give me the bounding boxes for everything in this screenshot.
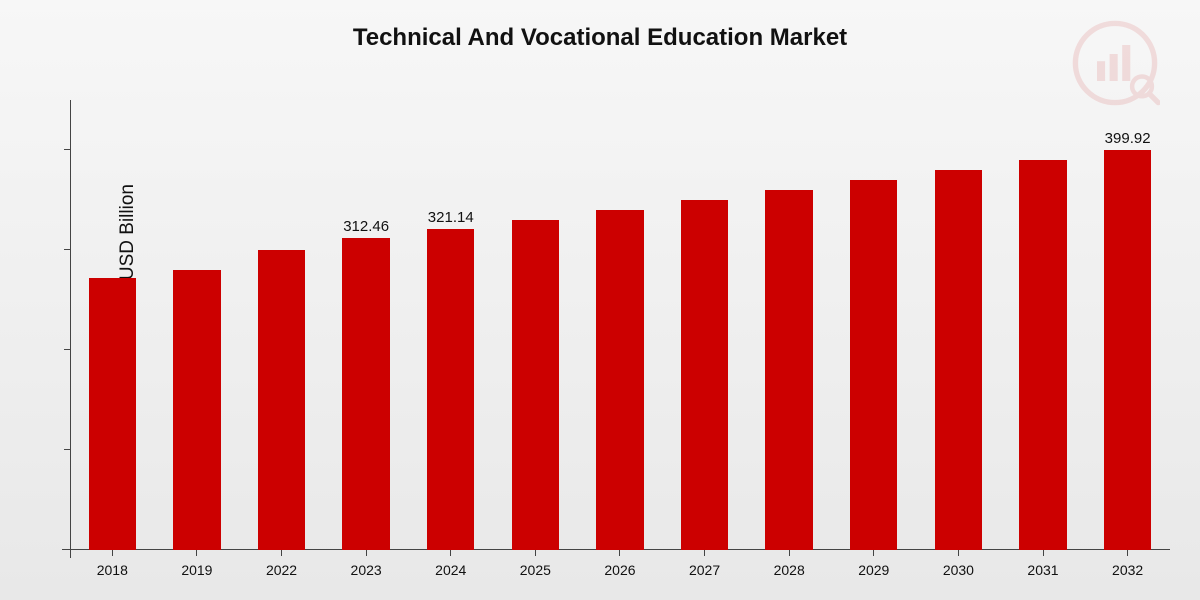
x-tick-mark (1043, 550, 1044, 556)
x-tick-label: 2024 (435, 562, 466, 578)
x-tick-mark (366, 550, 367, 556)
x-tick-label: 2032 (1112, 562, 1143, 578)
bar-slot: 321.142024 (408, 100, 493, 550)
bar (342, 238, 389, 550)
bar-value-label: 321.14 (428, 209, 474, 227)
bar (850, 180, 897, 550)
bar (427, 229, 474, 550)
x-tick-label: 2025 (520, 562, 551, 578)
bar (173, 270, 220, 550)
bar (935, 170, 982, 550)
x-tick-label: 2019 (181, 562, 212, 578)
chart-title: Technical And Vocational Education Marke… (353, 24, 847, 52)
x-tick-label: 2028 (774, 562, 805, 578)
x-tick-mark (789, 550, 790, 556)
bar (681, 200, 728, 550)
bar (89, 278, 136, 550)
bar-value-label: 312.46 (343, 218, 389, 236)
bar-slot: 2022 (239, 100, 324, 550)
bar-slot: 2018 (70, 100, 155, 550)
bar-slot: 312.462023 (324, 100, 409, 550)
bar-slot: 2019 (155, 100, 240, 550)
bar (1104, 150, 1151, 550)
x-tick-label: 2022 (266, 562, 297, 578)
x-tick-mark (450, 550, 451, 556)
bar (596, 210, 643, 550)
bar-slot: 2028 (747, 100, 832, 550)
bar-slot: 2027 (662, 100, 747, 550)
x-tick-mark (958, 550, 959, 556)
x-tick-label: 2018 (97, 562, 128, 578)
plot-area: 201820192022312.462023321.14202420252026… (70, 100, 1170, 550)
bar (258, 250, 305, 550)
bar-slot: 2029 (831, 100, 916, 550)
x-tick-label: 2031 (1027, 562, 1058, 578)
bar (765, 190, 812, 550)
x-tick-label: 2023 (351, 562, 382, 578)
bar-slot: 399.922032 (1085, 100, 1170, 550)
bar (1019, 160, 1066, 550)
x-tick-mark (535, 550, 536, 556)
x-tick-mark (112, 550, 113, 556)
x-tick-mark (281, 550, 282, 556)
x-tick-label: 2029 (858, 562, 889, 578)
x-tick-mark (1127, 550, 1128, 556)
x-tick-mark (619, 550, 620, 556)
bars-container: 201820192022312.462023321.14202420252026… (70, 100, 1170, 550)
x-tick-mark (873, 550, 874, 556)
x-tick-mark (704, 550, 705, 556)
bar-slot: 2025 (493, 100, 578, 550)
x-tick-mark (196, 550, 197, 556)
x-tick-label: 2030 (943, 562, 974, 578)
watermark-logo-icon (1070, 18, 1160, 108)
bar-slot: 2026 (578, 100, 663, 550)
bar-slot: 2031 (1001, 100, 1086, 550)
x-tick-label: 2026 (604, 562, 635, 578)
bar (512, 220, 559, 550)
bar-value-label: 399.92 (1105, 130, 1151, 148)
x-tick-label: 2027 (689, 562, 720, 578)
bar-slot: 2030 (916, 100, 1001, 550)
